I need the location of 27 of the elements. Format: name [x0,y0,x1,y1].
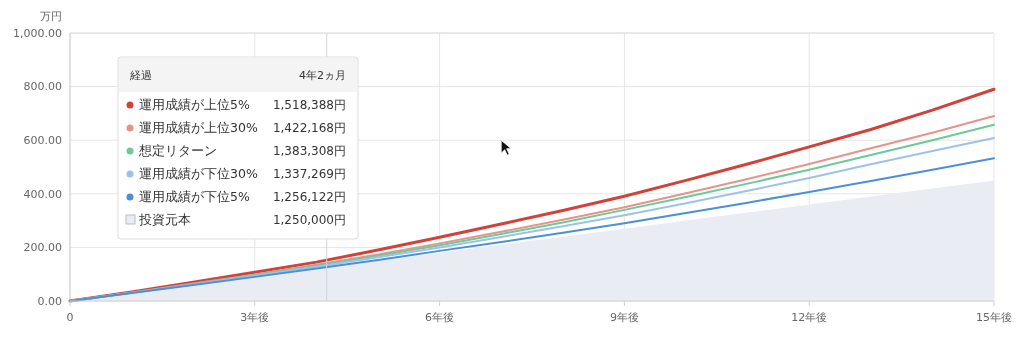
annotation: 1,518,388円 [272,98,346,112]
annotation: 1,383,308円 [272,144,346,158]
legend-label: 運用成績が下位30% [139,166,258,181]
x-tick-label: 15年後 [976,311,1012,324]
y-tick-label: 400.00 [23,187,62,201]
x-tick-label: 6年後 [425,311,455,324]
annotation: 1,337,269円 [272,167,346,181]
annotation: 4年2ヵ月 [299,69,346,82]
annotation: 1,250,000円 [272,213,346,227]
legend-title: 経過 [129,69,152,82]
x-tick-label: 0 [66,311,74,324]
annotation: 1,256,122円 [272,190,346,204]
legend-label: 運用成績が上位5% [139,97,250,112]
legend-label: 投資元本 [138,212,191,227]
legend-label: 運用成績が下位5% [139,189,250,204]
annotation: 1,422,168円 [272,121,346,135]
y-tick-label: 0.00 [37,294,62,308]
y-tick-label: 800.00 [23,80,62,94]
x-tick-label: 12年後 [791,311,828,324]
y-tick-label: 600.00 [23,134,62,148]
x-tick-label: 3年後 [240,311,270,324]
y-tick-label: 1,000.00 [13,26,62,40]
legend-label: 運用成績が上位30% [139,120,258,135]
x-tick-label: 9年後 [609,311,639,324]
legend-label: 想定リターン [138,143,217,158]
y-tick-label: 200.00 [23,241,62,255]
y-axis-title: 万円 [40,10,62,23]
